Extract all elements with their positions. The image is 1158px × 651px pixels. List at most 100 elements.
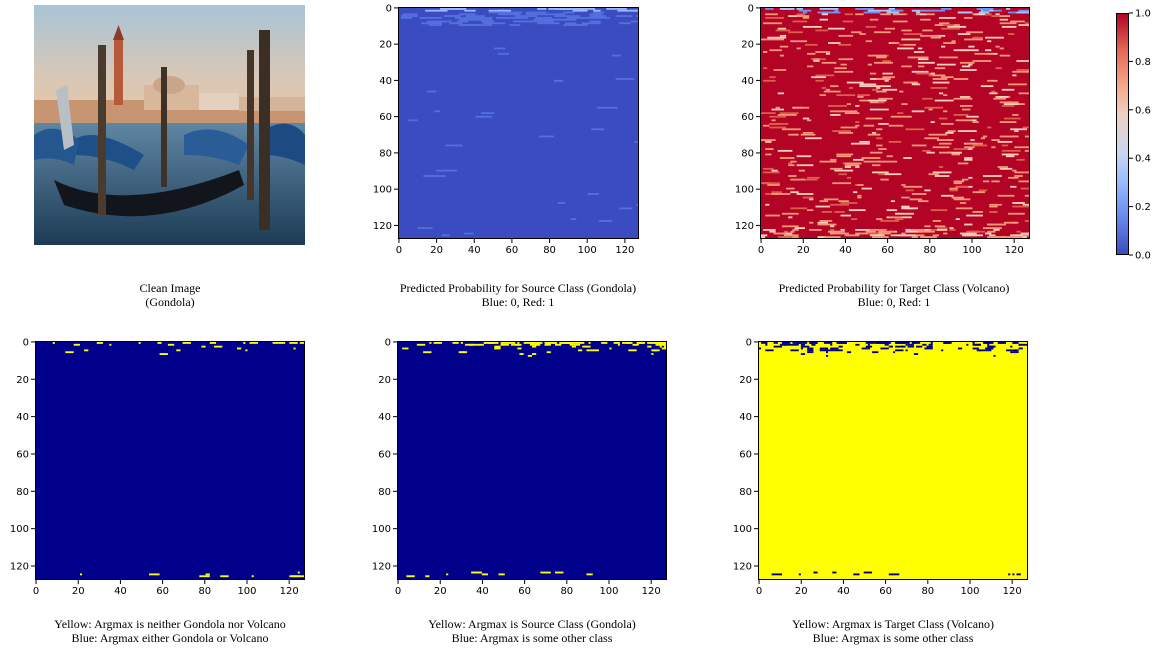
heatmap-cell bbox=[815, 342, 818, 344]
heatmap-cell bbox=[1012, 135, 1019, 138]
heatmap-cell bbox=[596, 106, 618, 109]
heatmap-cell bbox=[957, 347, 963, 350]
heatmap-cell bbox=[936, 63, 956, 66]
heatmap-cell bbox=[436, 9, 448, 12]
heatmap-cell bbox=[443, 15, 459, 17]
heatmap-cell bbox=[987, 230, 996, 233]
y-tick-label: 0 bbox=[23, 337, 29, 348]
heatmap-cell bbox=[553, 79, 564, 82]
heatmap-cell bbox=[796, 164, 814, 167]
heatmap-cell bbox=[953, 148, 971, 150]
heatmap-cell bbox=[1014, 175, 1023, 177]
heatmap-cell bbox=[869, 72, 877, 75]
heatmap-cell bbox=[834, 169, 854, 172]
heatmap-cell bbox=[865, 25, 877, 28]
heatmap-cell bbox=[613, 342, 620, 344]
heatmap-cell bbox=[869, 151, 883, 154]
heatmap-cell bbox=[930, 342, 933, 344]
heatmap-cell bbox=[989, 205, 998, 208]
heatmap-cell bbox=[878, 85, 891, 88]
heatmap-cell bbox=[823, 198, 839, 201]
heatmap-cell bbox=[999, 101, 1019, 104]
heatmap-cell bbox=[920, 34, 939, 37]
heatmap-cell bbox=[788, 216, 793, 219]
heatmap-cell bbox=[659, 342, 666, 344]
heatmap-cell bbox=[989, 211, 998, 213]
heatmap-cell bbox=[1012, 114, 1019, 116]
heatmap-cell bbox=[619, 207, 633, 210]
heatmap-cell bbox=[775, 342, 778, 344]
heatmap-cell bbox=[1014, 146, 1029, 149]
caption-line-2: Blue: Argmax is some other class bbox=[451, 631, 613, 645]
heatmap-cell bbox=[861, 347, 868, 350]
heatmap-cell bbox=[630, 9, 638, 12]
heatmap-cell bbox=[574, 8, 586, 10]
heatmap-cell bbox=[959, 61, 975, 64]
heatmap-cell bbox=[1022, 126, 1029, 129]
heatmap-cell bbox=[842, 20, 854, 23]
heatmap-cell bbox=[417, 227, 433, 230]
heatmap-cell bbox=[809, 221, 814, 224]
heatmap-cell bbox=[962, 108, 971, 111]
heatmap-cell bbox=[857, 194, 862, 197]
heatmap-cell bbox=[84, 349, 89, 352]
heatmap-cell bbox=[955, 218, 960, 221]
heatmap-cell bbox=[880, 13, 891, 16]
heatmap-cell bbox=[911, 144, 927, 147]
heatmap-cell bbox=[1008, 83, 1017, 86]
heatmap-cell bbox=[532, 345, 537, 348]
heatmap-cell bbox=[865, 11, 881, 14]
heatmap-cell bbox=[769, 49, 782, 52]
heatmap-cell bbox=[798, 9, 812, 12]
heatmap-cell bbox=[918, 65, 925, 68]
heatmap-cell bbox=[972, 347, 979, 350]
heatmap-cell bbox=[1006, 349, 1013, 352]
x-tick-label: 60 bbox=[156, 586, 169, 597]
heatmap-cell bbox=[821, 87, 826, 89]
heatmap-cell bbox=[763, 124, 770, 127]
heatmap-cell bbox=[784, 8, 793, 10]
y-tick-label: 100 bbox=[372, 524, 391, 535]
heatmap-cell bbox=[781, 225, 799, 228]
heatmap-cell bbox=[930, 209, 948, 212]
heatmap-cell bbox=[936, 34, 946, 37]
heatmap-cell bbox=[481, 573, 489, 576]
heatmap-cell bbox=[938, 92, 944, 95]
heatmap-cell bbox=[1014, 236, 1025, 238]
heatmap-cell bbox=[966, 115, 979, 118]
heatmap-cell bbox=[884, 173, 902, 176]
heatmap-cell bbox=[569, 343, 576, 346]
heatmap-cell bbox=[220, 575, 229, 578]
x-tick-label: 0 bbox=[395, 586, 401, 597]
heatmap-cell bbox=[859, 85, 879, 88]
heatmap-cell bbox=[763, 79, 776, 82]
heatmap-cell bbox=[972, 60, 992, 62]
heatmap-cell bbox=[465, 343, 474, 346]
heatmap-cell bbox=[966, 230, 986, 233]
x-tick-label: 60 bbox=[506, 245, 519, 256]
heatmap-cell bbox=[815, 51, 831, 53]
heatmap-cell bbox=[934, 67, 946, 70]
heatmap-cell bbox=[853, 191, 858, 194]
heatmap-cell bbox=[1018, 347, 1023, 350]
heatmap-cell bbox=[834, 9, 839, 12]
heatmap-cell bbox=[606, 8, 627, 10]
x-tick-label: 100 bbox=[962, 245, 981, 256]
heatmap-cell bbox=[826, 349, 835, 352]
heatmap-cell bbox=[987, 79, 998, 82]
heatmap-cell bbox=[886, 155, 893, 158]
heatmap-cell bbox=[964, 16, 973, 19]
x-tick-label: 100 bbox=[599, 586, 618, 597]
heatmap-cell bbox=[857, 184, 864, 186]
heatmap-cell bbox=[913, 353, 919, 355]
heatmap-cell bbox=[823, 90, 841, 93]
heatmap-cell bbox=[899, 43, 904, 46]
heatmap-cell bbox=[895, 342, 900, 344]
x-tick-label: 20 bbox=[795, 586, 808, 597]
heatmap-cell bbox=[1008, 212, 1025, 215]
heatmap-cell bbox=[763, 51, 768, 53]
heatmap-cell bbox=[909, 56, 929, 59]
heatmap-cell bbox=[943, 342, 952, 344]
heatmap-cell bbox=[999, 121, 1017, 123]
heatmap-cell bbox=[888, 140, 902, 143]
